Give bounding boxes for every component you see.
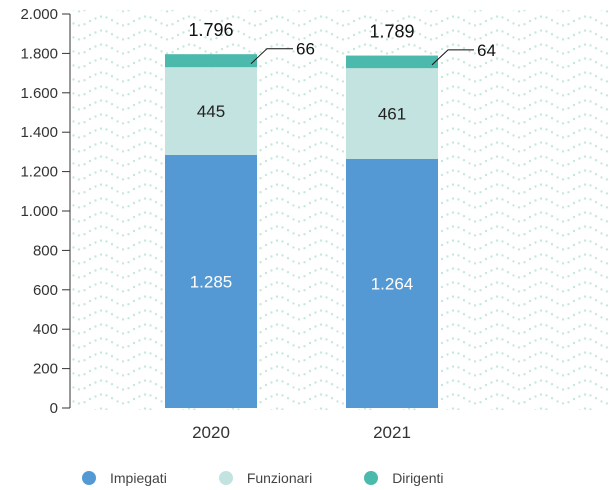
total-label-2020: 1.796: [188, 20, 233, 40]
legend-label: Impiegati: [110, 470, 167, 486]
y-tick-label: 0: [50, 400, 58, 417]
data-label-dirigenti-2021: 64: [477, 41, 496, 60]
y-tick-label: 1.600: [20, 85, 58, 102]
y-tick-label: 200: [33, 361, 58, 378]
leader-line: [431, 49, 474, 66]
plot-background: [70, 10, 611, 410]
y-tick-label: 1.800: [20, 45, 58, 62]
leader-line: [250, 48, 293, 65]
data-label-impiegati-2020: 1.285: [190, 272, 233, 291]
bar-segment-dirigenti-2021: [346, 55, 438, 69]
bar-segment-dirigenti-2020: [165, 54, 257, 68]
data-label-funzionari-2021: 461: [378, 105, 406, 124]
data-label-impiegati-2021: 1.264: [371, 274, 414, 293]
legend-label: Funzionari: [246, 470, 313, 486]
data-label-funzionari-2020: 445: [197, 102, 225, 121]
legend-label: Dirigenti: [392, 470, 444, 486]
data-label-dirigenti-2020: 66: [296, 40, 315, 59]
y-tick-label: 400: [33, 321, 58, 338]
legend: Impiegati Funzionari Dirigenti: [82, 470, 496, 486]
data-labels: 1.285 445 66 1.796 2020 1.264 461 64 1.789 2021: [188, 20, 495, 442]
x-category-label: 2020: [192, 423, 230, 442]
bars: [165, 54, 438, 408]
legend-swatch: [218, 471, 233, 485]
legend-item-funzionari: Funzionari: [218, 470, 313, 486]
x-category-label: 2021: [373, 423, 411, 442]
legend-swatch: [82, 471, 96, 485]
total-label-2021: 1.789: [369, 22, 414, 42]
legend-item-impiegati: Impiegati: [82, 470, 167, 486]
bar-segment-impiegati-2021: [346, 158, 438, 408]
y-tick-label: 1.400: [20, 124, 58, 141]
legend-swatch: [364, 471, 379, 485]
bar-segment-funzionari-2021: [346, 68, 438, 159]
y-tick-label: 1.200: [20, 164, 58, 181]
y-tick-label: 800: [33, 242, 58, 259]
legend-item-dirigenti: Dirigenti: [364, 470, 444, 486]
y-tick-label: 600: [33, 282, 58, 299]
y-tick-label: 1.000: [20, 203, 58, 220]
bar-segment-funzionari-2020: [165, 67, 257, 155]
y-axis: 0 200 400 600 800 1.000 1.200 1.400 1.600 1.800 2.…: [20, 6, 71, 417]
bar-segment-impiegati-2020: [165, 154, 257, 408]
y-tick-label: 2.000: [20, 6, 58, 23]
